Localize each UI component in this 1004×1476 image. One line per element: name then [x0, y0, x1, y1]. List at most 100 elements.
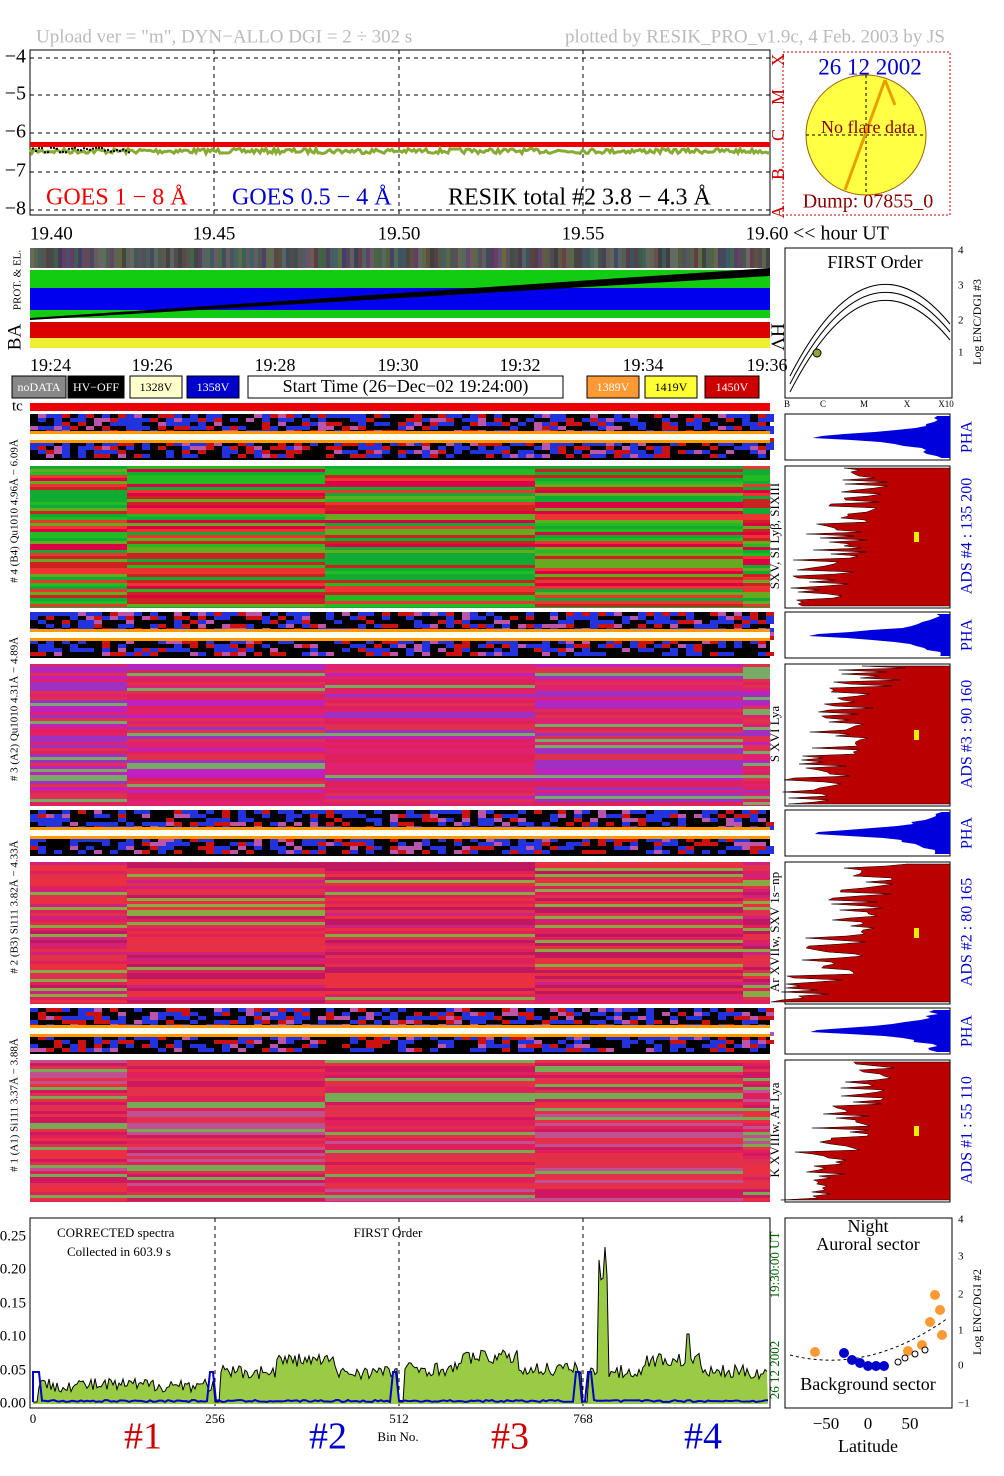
pha-cell	[374, 810, 382, 814]
pha-cell	[102, 418, 110, 422]
pha-cell	[414, 1012, 422, 1016]
heatmap-row	[127, 1075, 325, 1078]
pha-cell	[182, 648, 190, 652]
pha-cell	[294, 822, 302, 826]
pha-cell	[334, 442, 342, 446]
heatmap-row	[743, 469, 770, 472]
pha-cell	[190, 418, 198, 422]
pha-cell	[182, 842, 190, 846]
heatmap-row	[325, 1111, 535, 1114]
pha-cell	[94, 612, 102, 616]
pha-cell	[254, 822, 262, 826]
strip-label: HV	[767, 323, 788, 351]
pha-cell	[478, 644, 486, 648]
pha-cell	[486, 842, 494, 846]
channel-label: # 2 (B3) Si111 3.82Å − 4.33Å	[9, 840, 21, 973]
pha-cell	[478, 842, 486, 846]
pha-cell	[406, 1048, 414, 1052]
pha-cell	[734, 838, 742, 842]
heatmap-row	[743, 667, 770, 670]
pha-cell	[278, 640, 286, 644]
pha-cell	[46, 818, 54, 822]
pha-cell	[526, 1012, 534, 1016]
heatmap-row	[743, 1084, 770, 1087]
pha-cell	[310, 850, 318, 854]
pha-cell	[270, 426, 278, 430]
heatmap-row	[535, 1105, 743, 1108]
pha-cell	[406, 426, 414, 430]
heatmap-row	[325, 673, 535, 676]
heatmap-row	[535, 499, 743, 502]
prot-el-cell	[438, 248, 442, 268]
pha-cell	[510, 418, 518, 422]
pha-cell	[478, 414, 486, 418]
pha-cell	[566, 1016, 574, 1020]
pha-cell	[742, 814, 750, 818]
prot-el-cell	[230, 248, 234, 268]
heatmap-row	[325, 745, 535, 748]
pha-cell	[686, 1048, 694, 1052]
pha-cell	[350, 442, 358, 446]
heatmap-row	[743, 904, 770, 907]
pha-cell	[262, 814, 270, 818]
legend-text: 1358V	[197, 380, 230, 394]
pha-cell	[38, 426, 46, 430]
pha-cell	[366, 1048, 374, 1052]
pha-cell	[118, 454, 126, 458]
heatmap-row	[325, 964, 535, 967]
pha-cell	[662, 644, 670, 648]
heatmap-row	[127, 1096, 325, 1099]
x-tick-label: 19.40	[30, 223, 73, 244]
heatmap-row	[743, 1192, 770, 1195]
ads-marker	[914, 532, 919, 542]
heatmap-row	[325, 1150, 535, 1153]
heatmap-row	[535, 475, 743, 478]
pha-cell	[486, 822, 494, 826]
pha-cell	[246, 842, 254, 846]
prot-el-cell	[254, 248, 258, 268]
pha-cell	[238, 640, 246, 644]
pha-cell	[758, 1036, 766, 1040]
pha-cell	[542, 648, 550, 652]
prot-el-cell	[622, 248, 626, 268]
pha-cell	[158, 1036, 166, 1040]
pha-cell	[462, 640, 470, 644]
heatmap-row	[535, 973, 743, 976]
tc-bar	[30, 403, 770, 411]
pha-cell	[38, 414, 46, 418]
heatmap-row	[127, 478, 325, 481]
pha-cell	[726, 426, 734, 430]
pha-cell	[670, 414, 678, 418]
prot-el-cell	[374, 248, 378, 268]
heatmap-row	[535, 952, 743, 955]
pha-cell	[566, 648, 574, 652]
heatmap-row	[127, 502, 325, 505]
prot-el-cell	[634, 248, 638, 268]
pha-cell	[558, 624, 566, 628]
heatmap-row	[30, 688, 127, 691]
pha-cell	[126, 616, 134, 620]
pha-cell	[766, 1008, 774, 1012]
heatmap-row	[127, 673, 325, 676]
heatmap-row	[325, 712, 535, 715]
pha-cell	[446, 1040, 454, 1044]
heatmap-row	[30, 910, 127, 913]
pha-cell	[286, 810, 294, 814]
pha-cell	[62, 624, 70, 628]
pha-cell	[694, 426, 702, 430]
pha-cell	[46, 644, 54, 648]
pha-cell	[382, 1016, 390, 1020]
y-tick-label: 0.10	[0, 1328, 26, 1344]
pha-cell	[238, 1036, 246, 1040]
prot-el-cell	[534, 248, 538, 268]
pha-cell	[142, 648, 150, 652]
pha-cell	[606, 426, 614, 430]
pha-cell	[214, 616, 222, 620]
pha-cell	[654, 450, 662, 454]
pha-cell	[150, 1044, 158, 1048]
pha-cell	[390, 1020, 398, 1024]
heatmap-row	[535, 697, 743, 700]
pha-cell	[502, 850, 510, 854]
pha-cell	[174, 810, 182, 814]
